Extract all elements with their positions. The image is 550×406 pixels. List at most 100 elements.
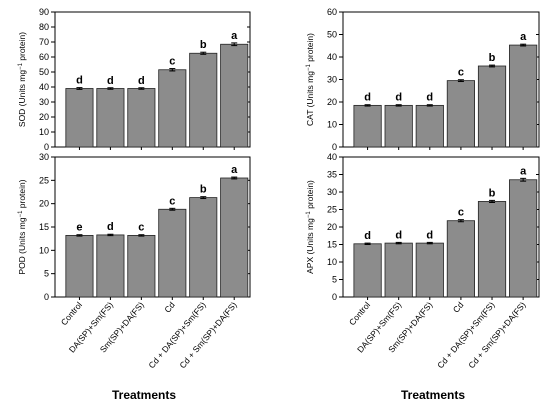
- y-tick-label: 0: [44, 292, 49, 302]
- y-tick-label: 20: [327, 97, 337, 107]
- significance-letter: c: [458, 67, 464, 79]
- y-tick-label: 60: [39, 52, 49, 62]
- y-tick-label: 80: [39, 22, 49, 32]
- bar: [65, 234, 94, 298]
- significance-letter: d: [395, 92, 402, 104]
- bar: [189, 197, 218, 298]
- y-tick-label: 50: [39, 67, 49, 77]
- y-tick-label: 35: [327, 170, 337, 180]
- y-axis-label-tail: protein): [17, 179, 27, 210]
- y-tick-label: 50: [327, 30, 337, 40]
- x-category-label: Cd + Sm(SP)+DA(FS): [466, 300, 528, 371]
- y-tick-label: 40: [327, 52, 337, 62]
- sod-chart: 0 10 20 30 40 50 60 70 80 90 SOD (Units mg−1 prote…: [17, 7, 251, 152]
- significance-letter: b: [489, 187, 496, 199]
- y-tick-label: 10: [327, 120, 337, 130]
- x-axis-title-right: Treatments: [401, 388, 465, 402]
- bar: [96, 234, 125, 298]
- apx-chart: 0 5 10 15 20 25 30 35 40 APX (Units mg−1 protein)…: [305, 152, 540, 371]
- significance-letter: d: [364, 230, 371, 242]
- y-tick-label: 15: [327, 240, 337, 250]
- bar: [353, 243, 382, 298]
- significance-letter: b: [200, 184, 207, 196]
- significance-letter: e: [76, 222, 82, 234]
- significance-letter: a: [231, 30, 238, 42]
- y-tick-label: 5: [44, 269, 49, 279]
- bar: [353, 104, 382, 148]
- bar: [415, 242, 444, 298]
- bar: [509, 44, 538, 148]
- bar: [384, 242, 413, 298]
- y-axis-label-main: APX (Units mg: [305, 218, 315, 274]
- y-tick-label: 15: [39, 222, 49, 232]
- y-tick-label: 90: [39, 7, 49, 17]
- y-tick-label: 40: [327, 152, 337, 162]
- x-category-label: Cd + Sm(SP)+DA(FS): [177, 300, 239, 371]
- y-axis-label-tail: protein): [305, 180, 315, 211]
- y-tick-label: 10: [39, 245, 49, 255]
- bar: [477, 65, 507, 148]
- bar: [446, 80, 476, 148]
- significance-letter: c: [138, 222, 144, 234]
- y-axis-label: CAT (Units mg−1 protein): [305, 33, 315, 126]
- significance-letter: b: [489, 52, 496, 64]
- significance-letter: c: [458, 207, 464, 219]
- y-axis-label-superscript: −1: [306, 211, 312, 219]
- significance-letter: d: [107, 75, 114, 87]
- x-category-label: Cd: [162, 300, 177, 315]
- y-tick-label: 30: [327, 187, 337, 197]
- y-tick-label: 10: [327, 257, 337, 267]
- x-category-label: Cd + DA(SP)+Sm(FS): [435, 300, 497, 371]
- y-tick-label: 60: [327, 7, 337, 17]
- x-category-label: Control: [59, 300, 84, 328]
- significance-letter: d: [76, 75, 83, 87]
- bar: [158, 69, 187, 148]
- significance-letter: a: [520, 31, 527, 43]
- bar: [220, 43, 249, 148]
- bar: [415, 104, 444, 148]
- y-tick-label: 0: [332, 292, 337, 302]
- x-category-label: Control: [347, 300, 372, 328]
- y-axis-label: APX (Units mg−1 protein): [305, 180, 315, 274]
- significance-letter: d: [426, 229, 433, 241]
- significance-letter: d: [364, 92, 371, 104]
- y-tick-label: 30: [39, 152, 49, 162]
- significance-letter: d: [138, 75, 145, 87]
- bar: [446, 220, 476, 298]
- significance-letter: a: [520, 165, 527, 177]
- significance-letter: c: [169, 195, 175, 207]
- y-tick-label: 0: [332, 142, 337, 152]
- y-tick-label: 10: [39, 127, 49, 137]
- bar: [96, 88, 125, 148]
- y-axis-label: POD (Units mg−1 protein): [17, 179, 27, 274]
- bar: [384, 104, 413, 148]
- bar: [220, 177, 249, 298]
- y-axis-label-superscript: −1: [18, 210, 24, 218]
- x-category-label: Cd + DA(SP)+Sm(FS): [146, 300, 208, 371]
- significance-letter: d: [395, 229, 402, 241]
- y-tick-label: 40: [39, 82, 49, 92]
- y-tick-label: 5: [332, 275, 337, 285]
- y-tick-label: 30: [39, 97, 49, 107]
- y-axis-label-tail: protein): [17, 32, 27, 63]
- bar: [509, 179, 538, 298]
- significance-letter: b: [200, 39, 207, 51]
- significance-letter: a: [231, 164, 238, 176]
- y-tick-label: 25: [39, 175, 49, 185]
- cat-chart: 0 10 20 30 40 50 60 CAT (Units mg−1 protein) d d d…: [305, 7, 540, 152]
- y-tick-label: 0: [44, 142, 49, 152]
- significance-letter: c: [169, 56, 175, 68]
- y-axis-label-main: CAT (Units mg: [305, 71, 315, 126]
- significance-letter: d: [107, 221, 114, 233]
- x-category-label: Cd: [451, 300, 466, 315]
- y-axis-label-superscript: −1: [306, 64, 312, 72]
- x-axis-title-left: Treatments: [112, 388, 176, 402]
- bar: [65, 88, 94, 148]
- y-tick-label: 70: [39, 37, 49, 47]
- y-axis-label-superscript: −1: [18, 62, 24, 70]
- bar: [127, 234, 156, 298]
- y-tick-label: 25: [327, 205, 337, 215]
- pod-chart: 0 5 10 15 20 25 30 POD (Units mg−1 protein) e Con…: [17, 152, 251, 371]
- bar: [189, 52, 218, 148]
